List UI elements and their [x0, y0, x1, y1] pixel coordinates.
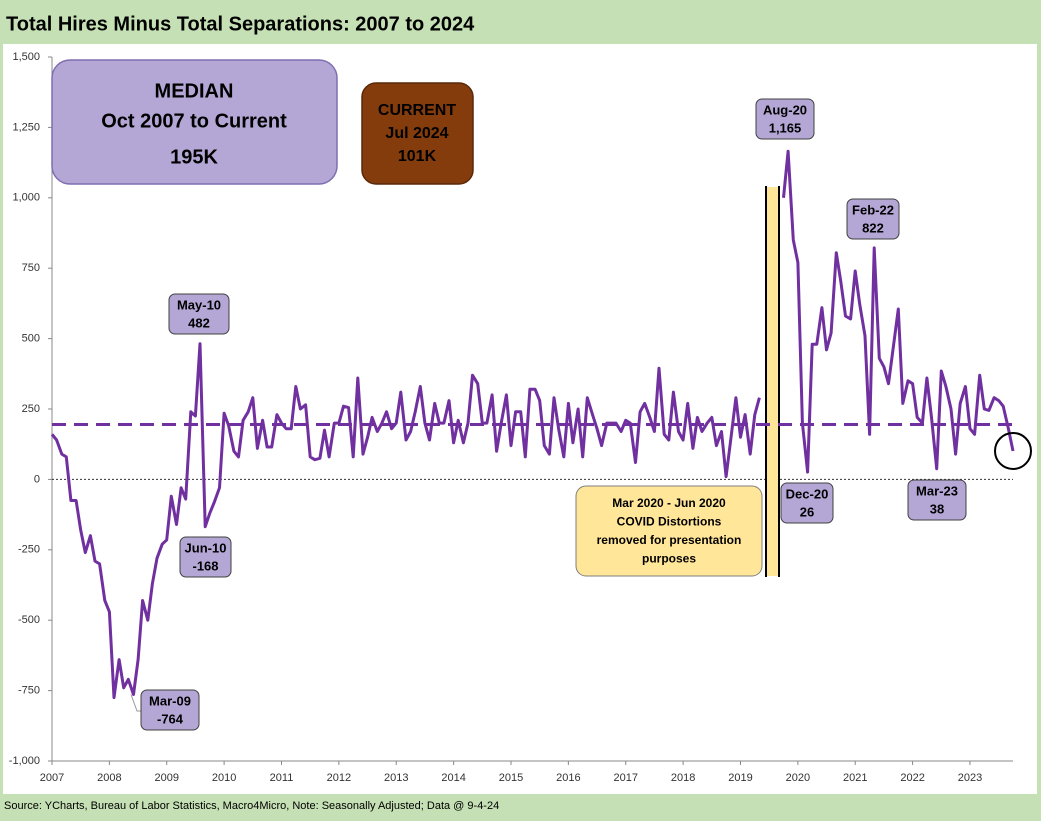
annotation-label: Aug-20 [763, 102, 807, 117]
x-tick-label: 2017 [613, 772, 637, 784]
annotation-box [140, 689, 200, 731]
y-tick-label: 0 [34, 473, 40, 485]
x-tick-label: 2019 [728, 772, 752, 784]
y-tick-label: 250 [22, 403, 40, 415]
annotation-box [179, 536, 232, 578]
current-text: Jul 2024 [385, 125, 448, 142]
median-text: MEDIAN [155, 80, 234, 102]
y-tick-label: 750 [22, 262, 40, 274]
annotation-value: 1,165 [769, 120, 802, 135]
annotation-value: 26 [800, 504, 814, 519]
annotation-box [907, 479, 967, 521]
covid-text: removed for presentation [597, 533, 742, 547]
annotation-label: Jun-10 [185, 540, 227, 555]
x-tick-label: 2010 [212, 772, 236, 784]
x-tick-label: 2018 [671, 772, 695, 784]
annotation-label: Dec-20 [786, 486, 829, 501]
y-tick-label: 1,250 [12, 121, 40, 133]
x-tick-label: 2012 [327, 772, 351, 784]
x-tick-label: 2021 [843, 772, 867, 784]
covid-band [767, 187, 779, 576]
y-tick-label: -250 [18, 544, 40, 556]
source: Source: YCharts, Bureau of Labor Statist… [4, 800, 499, 812]
x-tick-label: 2007 [40, 772, 64, 784]
annotation-label: Feb-22 [852, 202, 894, 217]
annotation-value: 822 [862, 220, 884, 235]
annotation-box [168, 293, 230, 335]
y-tick-label: 500 [22, 333, 40, 345]
annotation-value: 38 [930, 501, 944, 516]
x-tick-label: 2011 [270, 772, 294, 784]
median-text: 195K [170, 146, 218, 168]
current-marker [994, 431, 1032, 470]
series-line [50, 149, 1015, 700]
annotation-value: -764 [157, 711, 184, 726]
x-tick-label: 2022 [900, 772, 924, 784]
x-tick-label: 2013 [384, 772, 408, 784]
y-tick-label: 1,500 [12, 51, 40, 63]
annotation-label: Mar-23 [916, 483, 958, 498]
annotation-value: -168 [192, 558, 218, 573]
x-tick-label: 2023 [958, 772, 982, 784]
y-tick-label: 1,000 [12, 192, 40, 204]
x-tick-label: 2008 [97, 772, 121, 784]
covid-text: COVID Distortions [617, 515, 722, 529]
x-tick-label: 2016 [556, 772, 580, 784]
median-box [51, 59, 338, 185]
annotation-box [755, 98, 815, 140]
annotation-label: Mar-09 [149, 693, 191, 708]
covid-text: purposes [642, 552, 696, 566]
current-box [361, 82, 474, 185]
current-text: 101K [398, 148, 437, 165]
x-tick-label: 2020 [786, 772, 810, 784]
x-tick-label: 2009 [155, 772, 179, 784]
x-tick-label: 2014 [441, 772, 465, 784]
y-tick-label: -750 [18, 685, 40, 697]
annotation-label: May-10 [177, 297, 221, 312]
median-text: Oct 2007 to Current [101, 110, 287, 132]
annotation-box [780, 482, 834, 524]
x-tick-label: 2015 [499, 772, 523, 784]
current-text: CURRENT [378, 102, 456, 119]
chart-title: Total Hires Minus Total Separations: 200… [6, 13, 475, 35]
annotation-value: 482 [188, 315, 210, 330]
y-tick-label: -1,000 [9, 755, 40, 767]
y-tick-label: -500 [18, 614, 40, 626]
covid-box [575, 485, 763, 577]
leader-line [130, 694, 141, 712]
covid-text: Mar 2020 - Jun 2020 [612, 496, 726, 510]
annotation-box [846, 198, 900, 240]
